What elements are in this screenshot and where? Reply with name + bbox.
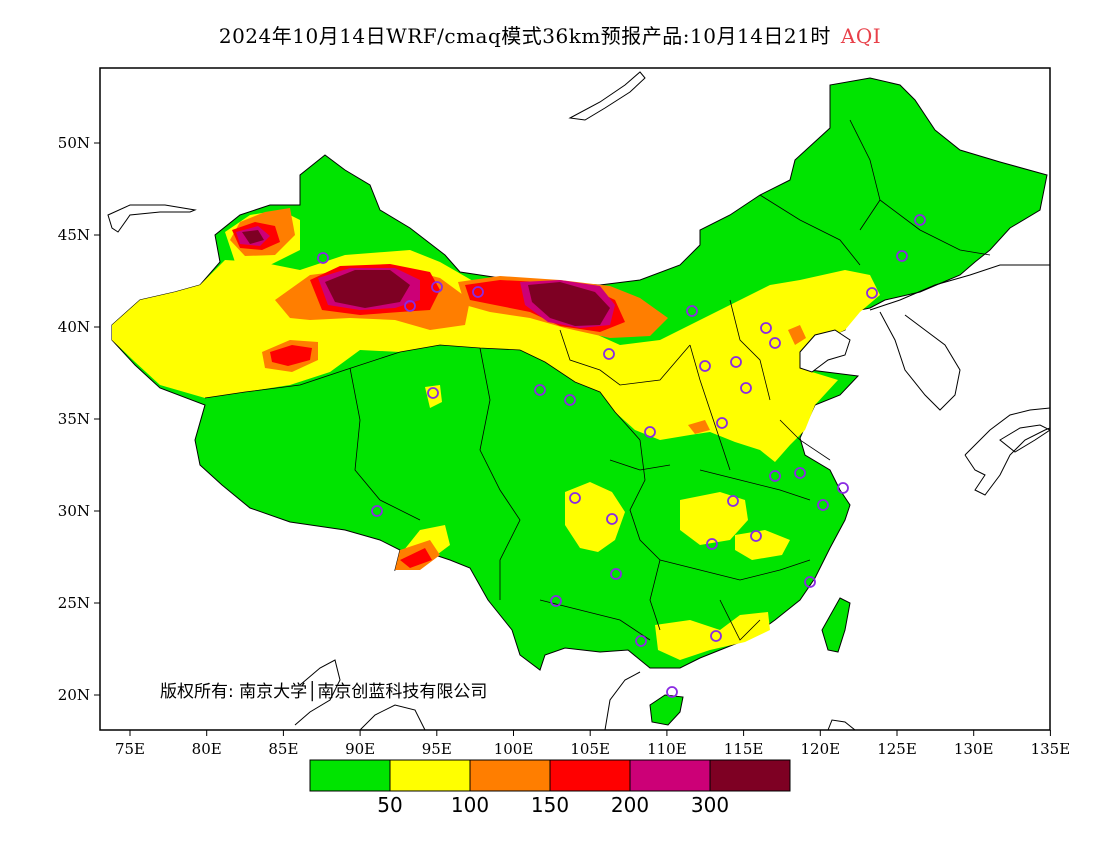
station-marker [727, 495, 739, 507]
colorbar-segment [709, 759, 791, 792]
title-main: 2024年10月14日WRF/cmaq模式36km预报产品:10月14日21时 [218, 24, 831, 48]
taiwan-island [821, 597, 851, 653]
bohai-sea [799, 329, 851, 373]
lon-tick-label: 110E [647, 740, 687, 758]
aqi-zone-maroon-gobi [528, 282, 610, 326]
lon-tick-label: 85E [268, 740, 298, 758]
station-marker [534, 384, 546, 396]
lon-tick-label: 80E [192, 740, 222, 758]
station-marker [730, 356, 742, 368]
latitude-axis: 50N 45N 40N 35N 30N 25N 20N [58, 134, 100, 704]
station-marker [896, 250, 908, 262]
station-marker [404, 300, 416, 312]
colorbar-label: 100 [450, 793, 490, 817]
station-marker [914, 214, 926, 226]
station-marker [740, 382, 752, 394]
station-marker [431, 281, 443, 293]
lon-tick-label: 115E [724, 740, 764, 758]
lat-tick-label: 35N [58, 410, 90, 428]
station-marker [666, 686, 678, 698]
station-marker [603, 348, 615, 360]
station-marker [644, 426, 656, 438]
colorbar-segment [629, 759, 711, 792]
station-marker [472, 286, 484, 298]
station-marker [817, 499, 829, 511]
lat-tick-label: 20N [58, 686, 90, 704]
lon-tick-label: 100E [494, 740, 534, 758]
lon-tick-label: 90E [345, 740, 375, 758]
aqi-colorbar [309, 759, 791, 792]
station-marker [794, 467, 806, 479]
station-marker [610, 568, 622, 580]
map-content [107, 71, 1050, 730]
station-marker [837, 482, 849, 494]
station-marker [686, 305, 698, 317]
station-marker [371, 505, 383, 517]
station-marker [706, 538, 718, 550]
station-marker [317, 252, 329, 264]
colorbar-label: 50 [377, 793, 403, 817]
station-marker [804, 576, 816, 588]
lat-tick-label: 25N [58, 594, 90, 612]
station-marker [866, 287, 878, 299]
lat-tick-label: 40N [58, 318, 90, 336]
station-marker [760, 322, 772, 334]
aqi-zone-maroon-xinjiang [242, 230, 264, 244]
lat-tick-label: 45N [58, 226, 90, 244]
map-frame-border [99, 67, 1051, 731]
station-marker [427, 387, 439, 399]
station-marker [564, 394, 576, 406]
station-marker [635, 635, 647, 647]
colorbar-label: 200 [610, 793, 650, 817]
hainan-island [649, 694, 684, 726]
aqi-zone-yellow-hunan [735, 530, 790, 560]
lon-tick-label: 125E [877, 740, 917, 758]
lon-tick-label: 95E [422, 740, 452, 758]
lon-tick-label: 75E [115, 740, 145, 758]
colorbar-segment [549, 759, 631, 792]
station-marker [699, 360, 711, 372]
station-markers [317, 214, 926, 698]
lon-tick-label: 120E [801, 740, 841, 758]
province-borders [204, 119, 991, 641]
station-marker [769, 337, 781, 349]
map-title: 2024年10月14日WRF/cmaq模式36km预报产品:10月14日21时 A… [0, 20, 1100, 49]
aqi-zone-maroon-tarim [325, 270, 410, 308]
colorbar-segment [389, 759, 471, 792]
copyright-text: 版权所有: 南京大学│南京创蓝科技有限公司 [160, 681, 487, 702]
station-marker [710, 630, 722, 642]
station-marker [550, 595, 562, 607]
lat-tick-label: 50N [58, 134, 90, 152]
neighbor-coastlines [107, 71, 1050, 730]
station-marker [606, 513, 618, 525]
aqi-zone-orange-henan [688, 420, 710, 434]
colorbar-label: 150 [530, 793, 570, 817]
lon-tick-label: 105E [570, 740, 610, 758]
lon-tick-label: 130E [954, 740, 994, 758]
colorbar-segment [469, 759, 551, 792]
station-marker [769, 470, 781, 482]
station-marker [750, 530, 762, 542]
station-marker [716, 417, 728, 429]
aqi-zone-orange-bohai [788, 325, 806, 345]
aqi-zone-yellow-south [655, 612, 770, 660]
lat-tick-label: 30N [58, 502, 90, 520]
lon-tick-label: 135E [1031, 740, 1071, 758]
aqi-zone-red-tarim-south [270, 345, 312, 366]
station-marker [569, 492, 581, 504]
title-product: AQI [840, 24, 882, 48]
longitude-axis: 75E 80E 85E 90E 95E 100E 105E 110E 115E 120E 125E 1… [115, 730, 1070, 758]
aqi-zone-red-tibet [400, 548, 432, 568]
colorbar-segment [309, 759, 391, 792]
colorbar-label: 300 [690, 793, 730, 817]
